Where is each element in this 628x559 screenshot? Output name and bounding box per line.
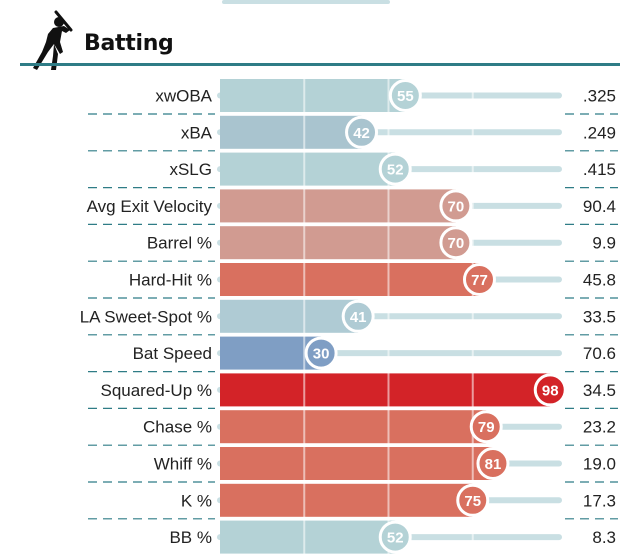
- metric-label-squared-up: Squared-Up %: [100, 381, 212, 400]
- metric-label-hard-hit: Hard-Hit %: [129, 271, 212, 290]
- metric-label-xba: xBA: [181, 123, 213, 142]
- percentile-label-chase: 79: [478, 419, 495, 436]
- percentile-label-squared-up: 98: [542, 382, 559, 399]
- metric-label-barrel: Barrel %: [147, 234, 212, 253]
- percentile-label-whiff: 81: [485, 456, 502, 473]
- bar-chase: [220, 410, 487, 444]
- percentile-label-la-sweet-spot: 41: [350, 309, 367, 326]
- stat-value-avg-exit-velocity: 90.4: [583, 197, 616, 216]
- previous-section-bar: [222, 0, 390, 4]
- percentile-circle-bb: [378, 520, 412, 554]
- bar-la-sweet-spot: [220, 299, 359, 333]
- stat-value-bat-speed: 70.6: [583, 344, 616, 363]
- percentile-label-xwoba: 55: [397, 88, 414, 105]
- stat-value-bb: 8.3: [592, 528, 616, 547]
- percentile-circle-xslg: [378, 152, 412, 186]
- bar-avg-exit-velocity: [220, 189, 456, 223]
- percentile-label-bb: 52: [387, 530, 404, 547]
- section-title: Batting: [84, 31, 174, 56]
- bar-xwoba: [220, 79, 406, 112]
- bar-xba: [220, 115, 362, 149]
- metric-label-whiff: Whiff %: [154, 455, 212, 474]
- percentile-label-xslg: 52: [387, 162, 404, 179]
- percentile-circle-xwoba: [388, 79, 422, 112]
- percentile-circle-k: [456, 483, 490, 517]
- metric-label-avg-exit-velocity: Avg Exit Velocity: [87, 197, 213, 216]
- section-divider: [20, 63, 620, 66]
- percentile-circle-hard-hit: [462, 263, 496, 296]
- percentile-circle-bat-speed: [304, 336, 338, 370]
- bar-bb: [220, 520, 396, 554]
- metric-label-xslg: xSLG: [169, 160, 212, 179]
- stat-value-squared-up: 34.5: [583, 381, 616, 400]
- stat-value-xba: .249: [583, 123, 616, 142]
- percentile-circle-avg-exit-velocity: [439, 189, 473, 223]
- stat-value-la-sweet-spot: 33.5: [583, 307, 616, 326]
- metric-label-bb: BB %: [169, 528, 212, 547]
- bar-k: [220, 483, 473, 517]
- percentile-circle-barrel: [439, 226, 473, 260]
- stat-value-barrel: 9.9: [592, 234, 616, 253]
- percentile-label-k: 75: [464, 493, 481, 510]
- percentile-label-bat-speed: 30: [313, 346, 330, 363]
- metric-label-la-sweet-spot: LA Sweet-Spot %: [80, 307, 212, 326]
- stat-value-k: 17.3: [583, 491, 616, 510]
- bar-whiff: [220, 447, 493, 480]
- metric-label-k: K %: [181, 491, 212, 510]
- percentile-circle-whiff: [476, 447, 510, 480]
- metric-label-bat-speed: Bat Speed: [133, 344, 212, 363]
- metric-label-xwoba: xwOBA: [155, 87, 212, 106]
- percentile-circle-la-sweet-spot: [341, 299, 375, 333]
- percentile-label-avg-exit-velocity: 70: [448, 198, 465, 215]
- stat-value-chase: 23.2: [583, 418, 616, 437]
- bar-barrel: [220, 226, 456, 260]
- bar-squared-up: [220, 373, 551, 407]
- percentile-label-xba: 42: [353, 125, 370, 142]
- stat-value-whiff: 19.0: [583, 455, 616, 474]
- percentile-circle-chase: [469, 410, 503, 444]
- bar-xslg: [220, 152, 396, 186]
- bar-hard-hit: [220, 263, 480, 296]
- percentile-circle-xba: [345, 115, 379, 149]
- stat-value-xslg: .415: [583, 160, 616, 179]
- percentile-label-barrel: 70: [448, 235, 465, 252]
- percentile-label-hard-hit: 77: [471, 272, 488, 289]
- stat-value-xwoba: .325: [583, 87, 616, 106]
- metric-label-chase: Chase %: [143, 418, 212, 437]
- percentile-circle-squared-up: [533, 373, 567, 407]
- stat-value-hard-hit: 45.8: [583, 271, 616, 290]
